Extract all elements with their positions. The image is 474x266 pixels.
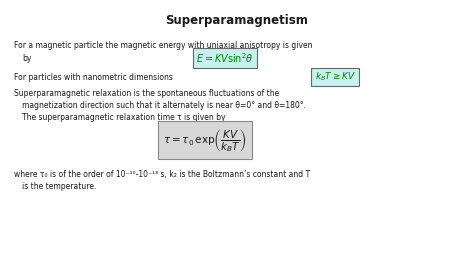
Text: For particles with nanometric dimensions: For particles with nanometric dimensions	[14, 73, 173, 82]
Text: $E = KV\sin^2\!\theta$: $E = KV\sin^2\!\theta$	[196, 51, 254, 65]
Text: Superparamagnetism: Superparamagnetism	[165, 14, 309, 27]
Text: The superparamagnetic relaxation time τ is given by: The superparamagnetic relaxation time τ …	[22, 113, 226, 122]
Text: $\tau = \tau_0\,\exp\!\left(\dfrac{KV}{k_B T}\right)$: $\tau = \tau_0\,\exp\!\left(\dfrac{KV}{k…	[164, 127, 246, 153]
Text: is the temperature.: is the temperature.	[22, 182, 96, 191]
Text: Superparamagnetic relaxation is the spontaneous fluctuations of the: Superparamagnetic relaxation is the spon…	[14, 89, 279, 98]
Text: where τ₀ is of the order of 10⁻¹⁰-10⁻¹³ s, k₂ is the Boltzmann’s constant and T: where τ₀ is of the order of 10⁻¹⁰-10⁻¹³ …	[14, 170, 310, 179]
Text: by: by	[22, 54, 31, 63]
Text: $k_B T \geq KV$: $k_B T \geq KV$	[315, 71, 356, 83]
Text: For a magnetic particle the magnetic energy with uniaxial anisotropy is given: For a magnetic particle the magnetic ene…	[14, 41, 312, 50]
Text: magnetization direction such that it alternately is near θ=0° and θ=180°.: magnetization direction such that it alt…	[22, 101, 306, 110]
